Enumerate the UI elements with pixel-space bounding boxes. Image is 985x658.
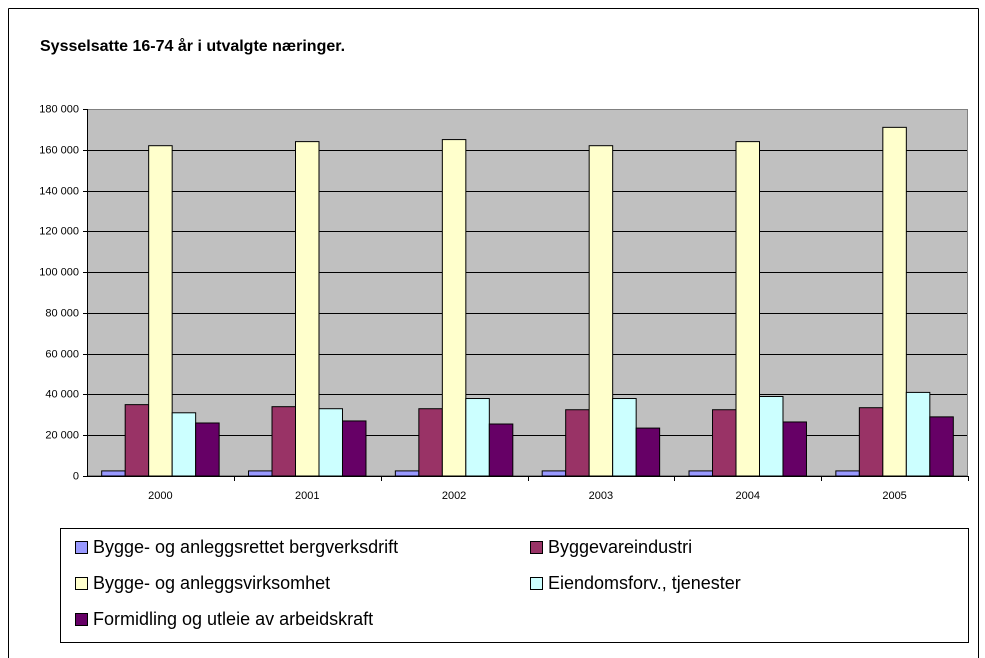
- bar: [565, 409, 590, 477]
- plot-area: [87, 109, 968, 476]
- y-tick-label: 120 000: [39, 225, 79, 237]
- bar: [488, 423, 514, 477]
- chart-title: Sysselsatte 16-74 år i utvalgte næringer…: [40, 37, 345, 55]
- legend-label: Bygge- og anleggsvirksomhet: [93, 573, 330, 593]
- y-tick-label: 20 000: [45, 429, 79, 441]
- bar: [318, 408, 343, 477]
- legend-box: [60, 528, 969, 643]
- legend-swatch: [75, 541, 88, 554]
- bar: [195, 422, 220, 477]
- legend-label: Byggevareindustri: [548, 537, 692, 557]
- bar: [295, 141, 320, 477]
- y-tick-label: 180 000: [39, 103, 79, 115]
- bar: [271, 406, 297, 477]
- bar: [835, 470, 860, 477]
- x-tick-label: 2002: [442, 490, 466, 502]
- bar: [541, 470, 567, 477]
- bar: [418, 408, 443, 477]
- legend-swatch: [530, 577, 543, 590]
- x-tick-label: 2000: [148, 490, 172, 502]
- bar: [735, 141, 760, 477]
- bar: [101, 470, 126, 477]
- y-tick-label: 140 000: [39, 185, 79, 197]
- bar: [588, 145, 614, 477]
- bar: [171, 412, 197, 477]
- bar: [712, 409, 737, 477]
- bar: [341, 420, 367, 477]
- bar: [882, 126, 907, 477]
- legend-swatch: [75, 577, 88, 590]
- bar: [465, 398, 490, 477]
- legend-label: Formidling og utleie av arbeidskraft: [93, 609, 373, 629]
- bar: [124, 404, 150, 477]
- legend-swatch: [75, 613, 88, 626]
- bar: [635, 427, 661, 477]
- y-tick-label: 100 000: [39, 266, 79, 278]
- bar: [612, 398, 637, 477]
- y-tick-label: 40 000: [45, 388, 79, 400]
- y-tick-label: 0: [73, 470, 79, 482]
- x-tick-label: 2005: [882, 490, 906, 502]
- legend-label: Bygge- og anleggsrettet bergverksdrift: [93, 537, 398, 557]
- legend-label: Eiendomsforv., tjenester: [548, 573, 741, 593]
- y-tick-label: 160 000: [39, 144, 79, 156]
- y-tick-label: 60 000: [45, 348, 79, 360]
- bar: [148, 145, 173, 477]
- x-tick-label: 2004: [736, 490, 760, 502]
- x-tick-label: 2003: [589, 490, 613, 502]
- bar: [858, 407, 884, 477]
- x-tick-label: 2001: [295, 490, 319, 502]
- bar: [394, 470, 420, 477]
- bar: [441, 139, 467, 477]
- bar: [248, 470, 273, 477]
- bar: [758, 395, 784, 477]
- bar: [929, 416, 954, 477]
- bar: [905, 391, 931, 477]
- y-tick-label: 80 000: [45, 307, 79, 319]
- bar: [782, 421, 807, 477]
- legend-swatch: [530, 541, 543, 554]
- bar: [688, 470, 714, 477]
